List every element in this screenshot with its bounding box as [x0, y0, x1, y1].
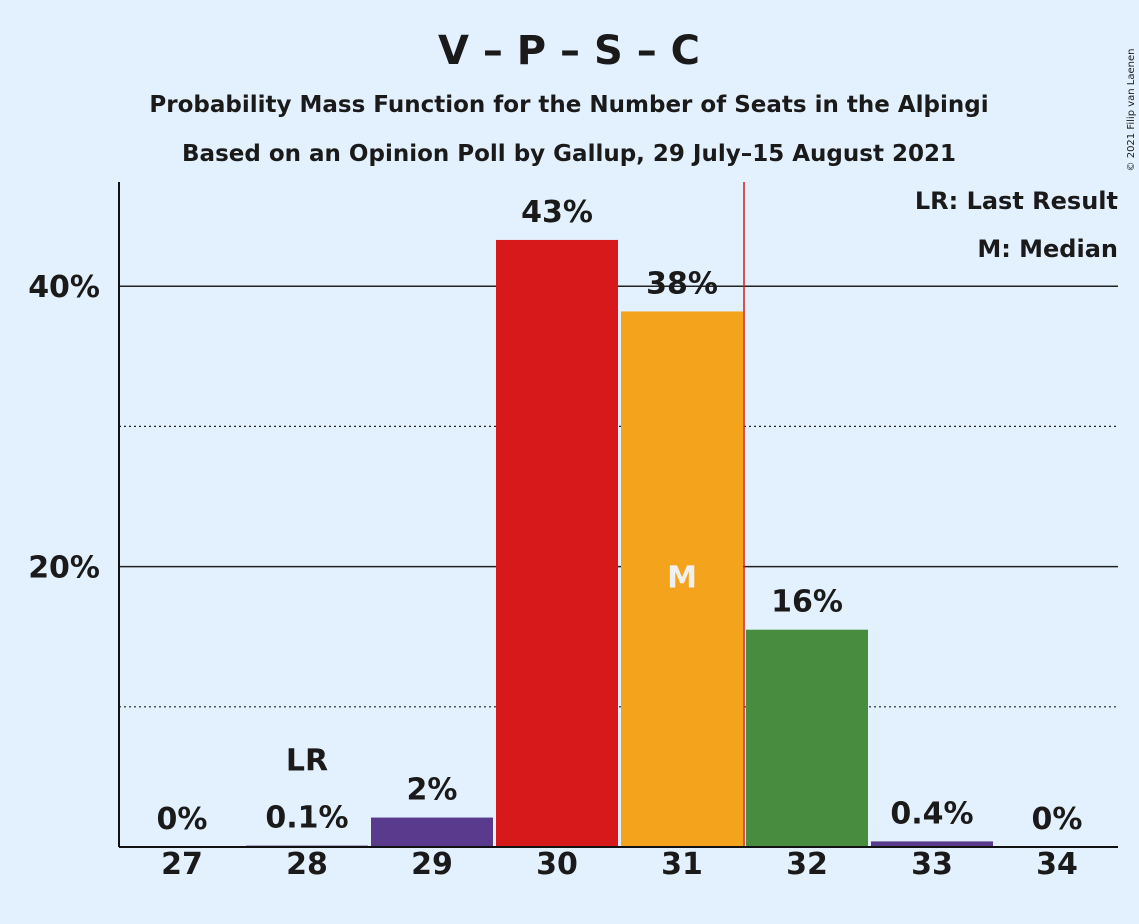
- axes: [118, 182, 1118, 848]
- x-tick-label-33: 33: [911, 847, 953, 882]
- data-label-31: 38%: [646, 266, 718, 301]
- chart-subtitle-1: Probability Mass Function for the Number…: [149, 92, 988, 118]
- bar-annotations: 0% 0.1% 2% 43% 38% 16% 0.4% 0% LR M: [157, 182, 1083, 847]
- x-tick-label-30: 30: [536, 847, 578, 882]
- y-axis-labels: 20% 40%: [28, 270, 100, 585]
- legend-median: M: Median: [977, 235, 1118, 263]
- median-marker: M: [667, 561, 697, 596]
- bar-29: [371, 817, 493, 847]
- data-label-29: 2%: [407, 773, 458, 808]
- y-tick-label: 40%: [28, 270, 100, 305]
- data-label-33: 0.4%: [890, 796, 973, 831]
- bars: [246, 239, 993, 847]
- chart-subtitle-2: Based on an Opinion Poll by Gallup, 29 J…: [182, 141, 956, 167]
- bar-33: [871, 841, 993, 847]
- bar-32: [746, 629, 868, 847]
- bar-30: [496, 239, 618, 847]
- last-result-marker: LR: [286, 744, 328, 779]
- x-tick-label-31: 31: [661, 847, 703, 882]
- data-label-30: 43%: [521, 195, 593, 230]
- gridlines: [119, 285, 1118, 708]
- chart-title: V – P – S – C: [438, 28, 700, 74]
- copyright-notice: © 2021 Filip van Laenen: [1126, 49, 1137, 172]
- data-label-34: 0%: [1032, 802, 1083, 837]
- x-axis-labels: 27 28 29 30 31 32 33 34: [161, 847, 1078, 882]
- y-tick-label: 20%: [28, 551, 100, 586]
- data-label-27: 0%: [157, 802, 208, 837]
- bar-31: [621, 311, 743, 847]
- data-label-32: 16%: [771, 585, 843, 620]
- data-label-28: 0.1%: [265, 801, 348, 836]
- x-tick-label-27: 27: [161, 847, 203, 882]
- x-tick-label-28: 28: [286, 847, 328, 882]
- x-tick-label-34: 34: [1036, 847, 1078, 882]
- x-tick-label-29: 29: [411, 847, 453, 882]
- legend-last-result: LR: Last Result: [915, 187, 1118, 215]
- x-tick-label-32: 32: [786, 847, 828, 882]
